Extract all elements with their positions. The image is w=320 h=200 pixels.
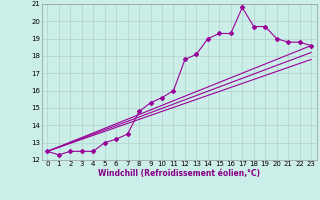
X-axis label: Windchill (Refroidissement éolien,°C): Windchill (Refroidissement éolien,°C) bbox=[98, 169, 260, 178]
